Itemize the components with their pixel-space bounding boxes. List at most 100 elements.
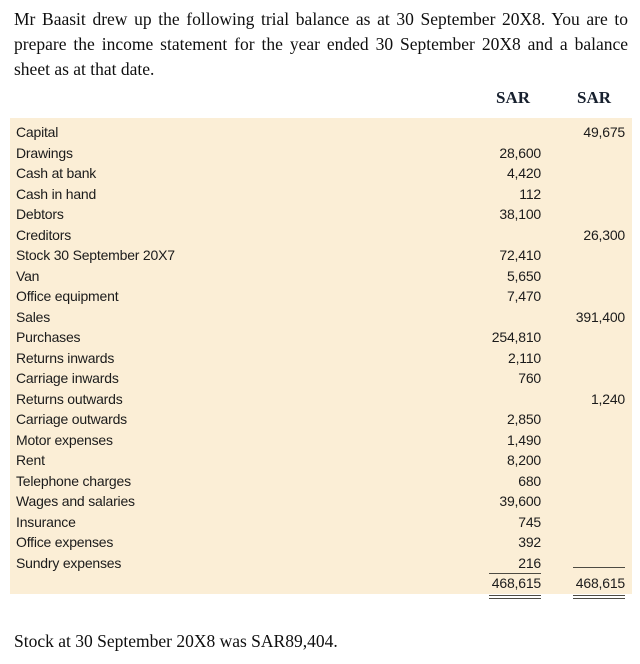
row-label: Van	[16, 267, 40, 284]
table-row: Carriage inwards 760	[10, 368, 632, 389]
table-row: Van 5,650	[10, 266, 632, 287]
row-debit: 2,850	[421, 409, 541, 430]
row-debit: 392	[421, 532, 541, 553]
row-debit-value: 4,420	[506, 165, 541, 181]
table-row: Wages and salaries 39,600	[10, 491, 632, 512]
row-label: Debtors	[16, 206, 64, 222]
row-credit	[541, 553, 632, 574]
row-debit: 39,600	[421, 491, 541, 512]
row-label: Capital	[16, 124, 59, 140]
table-row: Stock 30 September 20X7 72,410	[10, 245, 632, 266]
row-debit: 8,200	[421, 450, 541, 471]
table-row: Sundry expenses 216	[10, 553, 632, 574]
row-label: Office expenses	[16, 534, 114, 550]
row-label: Stock 30 September 20X7	[16, 247, 175, 263]
row-label: Telephone charges	[16, 472, 131, 489]
row-credit-value: 26,300	[583, 226, 625, 243]
row-debit-value: 38,100	[499, 206, 541, 222]
row-debit: 4,420	[421, 163, 541, 184]
row-debit: 7,470	[421, 286, 541, 307]
row-debit: 216	[421, 553, 541, 574]
row-credit-value: 1,240	[590, 390, 625, 407]
row-debit	[421, 307, 541, 328]
totals-debit-value: 468,615	[489, 573, 541, 599]
row-credit: 49,675	[541, 122, 632, 143]
row-credit	[541, 245, 632, 266]
row-debit: 254,810	[421, 327, 541, 348]
totals-credit-value: 468,615	[573, 573, 625, 599]
row-credit	[541, 163, 632, 184]
row-debit: 112	[421, 184, 541, 205]
row-credit: 391,400	[541, 307, 632, 328]
row-credit	[541, 491, 632, 512]
row-label: Office equipment	[16, 288, 119, 304]
row-credit	[541, 327, 632, 348]
row-debit-value: 745	[518, 513, 541, 530]
table-row: Drawings 28,600	[10, 143, 632, 164]
row-debit-value: 1,490	[506, 431, 541, 448]
row-credit	[541, 409, 632, 430]
table-row: Telephone charges 680	[10, 471, 632, 492]
row-debit-value: 28,600	[499, 144, 541, 161]
debit-column-header: SAR	[495, 88, 530, 107]
row-credit	[541, 512, 632, 533]
row-debit-value: 7,470	[506, 288, 541, 304]
table-row: Cash at bank 4,420	[10, 163, 632, 184]
table-row: Office equipment 7,470	[10, 286, 632, 307]
row-label: Carriage outwards	[16, 411, 127, 427]
row-debit	[421, 225, 541, 246]
row-debit-value: 72,410	[499, 247, 541, 263]
table-row: Motor expenses 1,490	[10, 430, 632, 451]
table-row: Sales 391,400	[10, 307, 632, 328]
row-debit: 760	[421, 368, 541, 389]
row-credit	[541, 430, 632, 451]
row-label: Purchases	[16, 329, 81, 345]
table-row: Cash in hand 112	[10, 184, 632, 205]
column-headers: SAR SAR	[10, 88, 632, 108]
row-credit: 26,300	[541, 225, 632, 246]
row-credit: 1,240	[541, 389, 632, 410]
row-debit-value: 2,850	[506, 411, 541, 427]
table-row: Debtors 38,100	[10, 204, 632, 225]
row-label: Rent	[16, 452, 45, 468]
row-credit	[541, 450, 632, 471]
row-debit: 28,600	[421, 143, 541, 164]
totals-credit: 468,615	[541, 573, 632, 599]
row-credit	[541, 184, 632, 205]
row-label: Wages and salaries	[16, 493, 135, 509]
row-label: Returns inwards	[16, 349, 115, 366]
table-row: Insurance 745	[10, 512, 632, 533]
table-row: Returns outwards 1,240	[10, 389, 632, 410]
row-debit: 72,410	[421, 245, 541, 266]
row-debit: 745	[421, 512, 541, 533]
row-credit-value: 49,675	[583, 124, 625, 140]
row-debit-value: 216	[489, 553, 541, 574]
totals-debit: 468,615	[421, 573, 541, 599]
row-credit	[541, 204, 632, 225]
row-debit	[421, 389, 541, 410]
row-credit	[541, 368, 632, 389]
row-debit: 5,650	[421, 266, 541, 287]
row-label: Carriage inwards	[16, 370, 119, 386]
row-credit	[541, 266, 632, 287]
table-row: Capital 49,675	[10, 122, 632, 143]
row-credit	[541, 532, 632, 553]
table-row: Office expenses 392	[10, 532, 632, 553]
row-debit-value: 112	[519, 185, 541, 202]
totals-row: 468,615 468,615	[10, 573, 632, 599]
row-label: Returns outwards	[16, 390, 123, 407]
row-debit: 1,490	[421, 430, 541, 451]
table-row: Returns inwards 2,110	[10, 348, 632, 369]
row-label: Cash at bank	[16, 165, 97, 181]
row-debit: 38,100	[421, 204, 541, 225]
footnote: Stock at 30 September 20X8 was SAR89,404…	[14, 631, 338, 651]
row-credit	[541, 143, 632, 164]
row-debit-value: 680	[518, 472, 541, 489]
row-credit	[541, 348, 632, 369]
row-debit-value: 5,650	[506, 267, 541, 284]
row-debit-value: 254,810	[491, 329, 541, 345]
row-label: Cash in hand	[16, 185, 97, 202]
table-row: Creditors 26,300	[10, 225, 632, 246]
row-label: Motor expenses	[16, 431, 113, 448]
